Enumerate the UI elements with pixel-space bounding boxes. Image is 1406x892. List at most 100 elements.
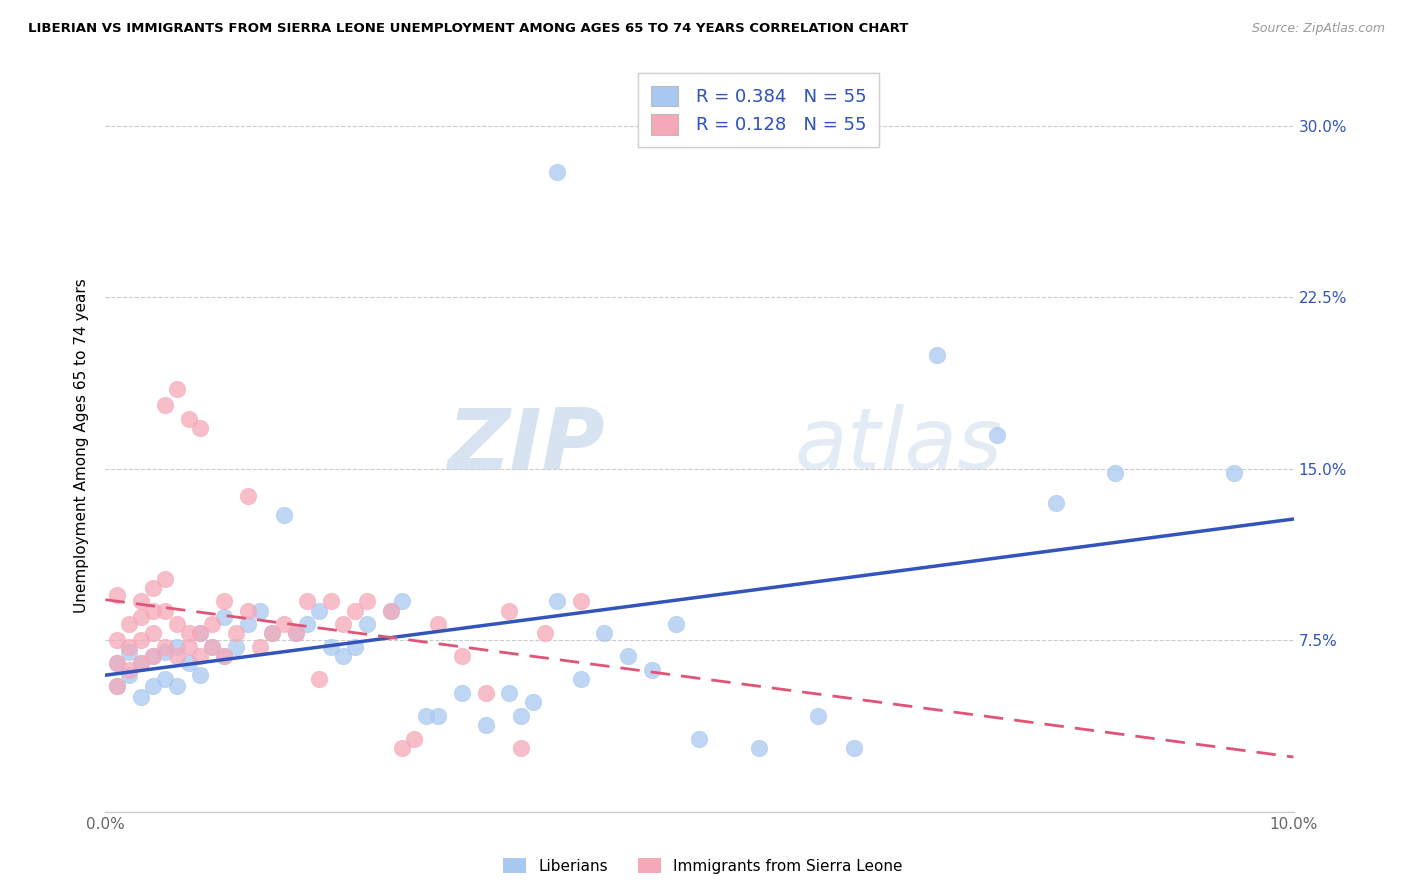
Point bbox=[214, 649, 236, 664]
Point bbox=[153, 398, 176, 412]
Point bbox=[510, 740, 533, 755]
Point bbox=[356, 594, 378, 608]
Point bbox=[129, 633, 152, 648]
Y-axis label: Unemployment Among Ages 65 to 74 years: Unemployment Among Ages 65 to 74 years bbox=[75, 278, 90, 614]
Point bbox=[129, 594, 152, 608]
Point bbox=[190, 626, 212, 640]
Point bbox=[177, 626, 200, 640]
Point bbox=[273, 617, 295, 632]
Point bbox=[260, 626, 283, 640]
Point bbox=[177, 411, 200, 425]
Point bbox=[225, 640, 247, 655]
Point bbox=[153, 603, 176, 617]
Point bbox=[332, 649, 354, 664]
Point bbox=[927, 347, 949, 362]
Point bbox=[201, 617, 224, 632]
Point bbox=[105, 679, 128, 693]
Point bbox=[842, 740, 865, 755]
Point bbox=[118, 617, 141, 632]
Point bbox=[569, 594, 592, 608]
Point bbox=[142, 626, 165, 640]
Point bbox=[118, 663, 141, 677]
Text: ZIP: ZIP bbox=[447, 404, 605, 488]
Point bbox=[225, 626, 247, 640]
Point bbox=[380, 603, 402, 617]
Point bbox=[617, 649, 640, 664]
Point bbox=[201, 640, 224, 655]
Point bbox=[343, 640, 366, 655]
Point bbox=[177, 640, 200, 655]
Point bbox=[190, 649, 212, 664]
Point bbox=[129, 656, 152, 670]
Point bbox=[105, 633, 128, 648]
Point bbox=[297, 617, 319, 632]
Point bbox=[190, 420, 212, 434]
Point bbox=[332, 617, 354, 632]
Point bbox=[450, 686, 472, 700]
Point bbox=[142, 649, 165, 664]
Point bbox=[118, 667, 141, 681]
Point bbox=[427, 617, 450, 632]
Point bbox=[391, 740, 413, 755]
Point bbox=[236, 603, 259, 617]
Point bbox=[153, 572, 176, 586]
Text: atlas: atlas bbox=[794, 404, 1002, 488]
Point bbox=[321, 594, 343, 608]
Point bbox=[249, 603, 271, 617]
Point bbox=[129, 610, 152, 624]
Point bbox=[177, 656, 200, 670]
Point bbox=[1223, 467, 1246, 481]
Point bbox=[474, 718, 496, 732]
Point bbox=[343, 603, 366, 617]
Point bbox=[166, 617, 188, 632]
Point bbox=[105, 679, 128, 693]
Point bbox=[214, 610, 236, 624]
Point bbox=[260, 626, 283, 640]
Point bbox=[321, 640, 343, 655]
Point bbox=[118, 640, 141, 655]
Point bbox=[284, 626, 307, 640]
Point bbox=[498, 686, 520, 700]
Point bbox=[273, 508, 295, 522]
Legend: Liberians, Immigrants from Sierra Leone: Liberians, Immigrants from Sierra Leone bbox=[496, 852, 910, 880]
Point bbox=[546, 594, 568, 608]
Point bbox=[986, 427, 1008, 442]
Point bbox=[129, 656, 152, 670]
Point bbox=[249, 640, 271, 655]
Point bbox=[236, 489, 259, 503]
Point bbox=[510, 708, 533, 723]
Point bbox=[166, 649, 188, 664]
Point bbox=[297, 594, 319, 608]
Point bbox=[153, 645, 176, 659]
Point bbox=[391, 594, 413, 608]
Point bbox=[415, 708, 437, 723]
Point bbox=[236, 617, 259, 632]
Point bbox=[142, 603, 165, 617]
Point bbox=[380, 603, 402, 617]
Point bbox=[522, 695, 544, 709]
Point bbox=[665, 617, 688, 632]
Point bbox=[689, 731, 711, 746]
Point bbox=[1104, 467, 1126, 481]
Point bbox=[1045, 496, 1067, 510]
Point bbox=[153, 640, 176, 655]
Text: Source: ZipAtlas.com: Source: ZipAtlas.com bbox=[1251, 22, 1385, 36]
Point bbox=[356, 617, 378, 632]
Point bbox=[498, 603, 520, 617]
Point bbox=[166, 679, 188, 693]
Point bbox=[166, 382, 188, 396]
Point bbox=[142, 649, 165, 664]
Point bbox=[427, 708, 450, 723]
Point bbox=[105, 656, 128, 670]
Point bbox=[450, 649, 472, 664]
Point bbox=[308, 672, 330, 686]
Point bbox=[807, 708, 830, 723]
Point bbox=[201, 640, 224, 655]
Point bbox=[284, 626, 307, 640]
Point bbox=[214, 594, 236, 608]
Point bbox=[593, 626, 616, 640]
Point bbox=[129, 690, 152, 705]
Point bbox=[569, 672, 592, 686]
Point bbox=[474, 686, 496, 700]
Point bbox=[546, 164, 568, 178]
